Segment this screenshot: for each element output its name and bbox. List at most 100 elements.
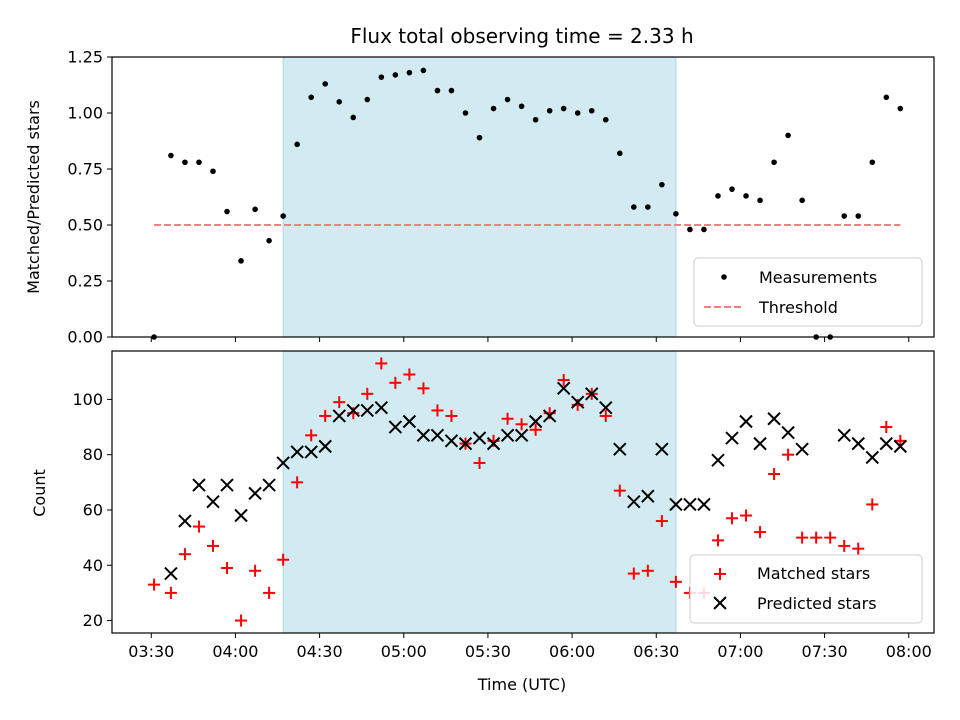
predicted-stars-point xyxy=(570,395,585,409)
matched-stars-point xyxy=(866,498,879,511)
measurement-point xyxy=(883,94,890,101)
measurement-point xyxy=(616,150,623,157)
measurement-point xyxy=(196,159,202,166)
x-tick-label: 06:00 xyxy=(549,642,595,661)
matched-stars-point xyxy=(852,542,865,555)
measurement-point xyxy=(546,107,553,114)
ratio-y-axis-label: Matched/Predicted stars xyxy=(24,100,43,294)
matched-stars-point xyxy=(711,534,724,547)
predicted-stars-point xyxy=(206,494,220,509)
measurement-point xyxy=(182,159,188,166)
ratio-panel: 0.00 0.25 0.50 0.75 1.00 1.25 Matched/Predict… xyxy=(24,48,935,347)
measurement-point xyxy=(785,132,791,139)
legend-predicted-marker xyxy=(713,596,727,610)
predicted-stars-point xyxy=(865,450,879,465)
matched-stars-point xyxy=(669,575,682,588)
y-tick-label: 0.75 xyxy=(67,160,103,179)
legend-predicted-label: Predicted stars xyxy=(757,594,877,613)
matched-stars-point xyxy=(178,548,191,561)
predicted-stars-point xyxy=(528,414,543,429)
measurement-point xyxy=(462,110,469,116)
predicted-stars-point xyxy=(585,387,599,401)
predicted-stars-point xyxy=(220,478,234,492)
matched-stars-point xyxy=(810,531,823,544)
predicted-stars-point xyxy=(697,497,711,512)
y-tick-label: 1.00 xyxy=(67,104,103,123)
count-panel-frame xyxy=(111,350,935,634)
y-tick-label: 100 xyxy=(72,390,103,409)
chart-title: Flux total observing time = 2.33 h xyxy=(350,24,693,48)
predicted-stars-point xyxy=(879,436,894,451)
predicted-stars-point xyxy=(851,436,865,451)
matched-stars-point xyxy=(824,531,837,544)
y-tick-label: 60 xyxy=(83,500,103,519)
measurement-point xyxy=(645,204,651,210)
matched-stars-point xyxy=(627,567,640,580)
matched-stars-point xyxy=(235,614,248,627)
predicted-stars-point xyxy=(753,436,767,451)
x-tick-label: 08:00 xyxy=(886,642,932,661)
matched-stars-point xyxy=(206,539,219,552)
matched-stars-point xyxy=(417,382,430,395)
legend-measurements-label: Measurements xyxy=(759,268,877,287)
matched-stars-point xyxy=(515,418,528,431)
predicted-stars-point xyxy=(262,478,276,492)
measurement-point xyxy=(308,94,314,101)
matched-stars-point xyxy=(613,484,626,497)
measurement-point xyxy=(757,197,763,204)
predicted-stars-point xyxy=(346,403,360,418)
measurement-point xyxy=(322,81,329,87)
matched-stars-point xyxy=(431,404,444,417)
measurement-point xyxy=(364,96,371,103)
matched-stars-point xyxy=(754,526,767,539)
predicted-stars-point xyxy=(444,434,459,448)
matched-stars-point xyxy=(445,409,458,422)
matched-stars-point xyxy=(148,578,161,591)
ratio-panel-frame xyxy=(111,56,935,338)
predicted-stars-point xyxy=(655,442,669,456)
measurement-point xyxy=(504,96,511,103)
y-tick-label: 0.00 xyxy=(67,328,103,347)
measurement-point xyxy=(392,72,399,78)
matched-stars-point xyxy=(529,423,542,436)
predicted-stars-point xyxy=(374,400,389,415)
measurement-point xyxy=(602,116,609,123)
predicted-stars-point xyxy=(669,497,683,512)
count-y-axis-label: Count xyxy=(30,469,49,517)
measurement-point xyxy=(532,116,539,123)
measurement-point xyxy=(715,193,721,199)
matched-stars-point xyxy=(726,512,739,525)
count-legend: Matched stars Predicted stars xyxy=(689,554,923,624)
measurement-point xyxy=(350,114,357,121)
predicted-stars-point xyxy=(781,425,795,440)
matched-stars-point xyxy=(263,586,276,599)
predicted-stars-point xyxy=(486,436,501,451)
y-tick-label: 20 xyxy=(83,611,103,630)
matched-stars-point xyxy=(796,531,809,544)
matched-stars-point xyxy=(291,476,304,489)
measurement-point xyxy=(238,258,244,264)
measurement-point xyxy=(210,168,216,175)
predicted-stars-point xyxy=(276,456,290,470)
matched-stars-point xyxy=(768,468,781,481)
predicted-stars-point xyxy=(683,497,697,512)
y-tick-label: 40 xyxy=(83,556,103,575)
measurement-point xyxy=(476,134,483,141)
measurement-point xyxy=(560,105,567,112)
y-tick-label: 0.25 xyxy=(67,272,103,291)
predicted-stars-point xyxy=(458,436,473,451)
observing-window-shade xyxy=(282,56,677,338)
ratio-legend: Measurements Threshold xyxy=(693,257,923,327)
matched-stars-point xyxy=(221,562,234,575)
measurement-point xyxy=(588,107,595,114)
measurement-point xyxy=(897,105,904,112)
matched-stars-point xyxy=(361,387,374,400)
measurement-point xyxy=(855,213,862,219)
matched-stars-point xyxy=(557,374,570,387)
measurement-point xyxy=(574,110,581,116)
measurement-point xyxy=(701,226,707,233)
count-panel: 03:30 04:00 04:30 05:00 05:30 06:00 06:30 07:00… xyxy=(30,350,935,694)
matched-stars-point xyxy=(880,421,893,434)
predicted-stars-point xyxy=(248,486,262,501)
